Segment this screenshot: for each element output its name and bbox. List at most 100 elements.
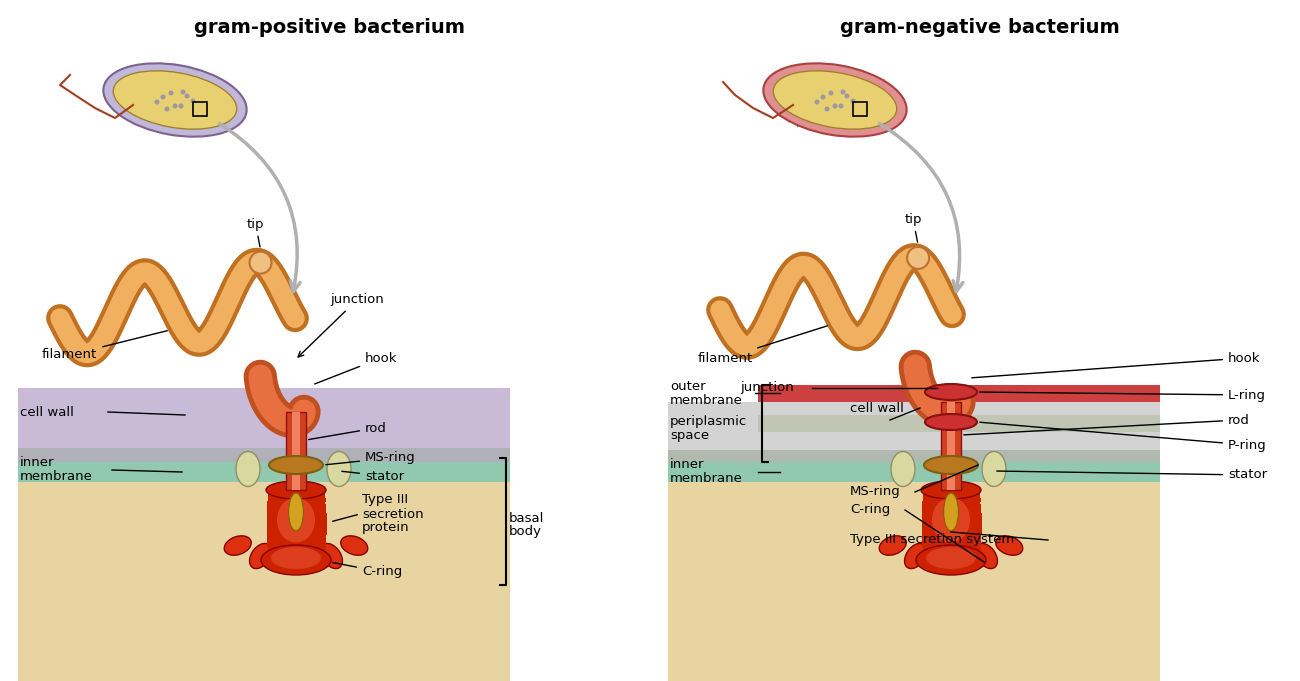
- Bar: [946, 402, 956, 490]
- Text: C-ring: C-ring: [850, 503, 891, 516]
- Text: C-ring: C-ring: [333, 563, 402, 578]
- Bar: [266, 513, 326, 517]
- Ellipse shape: [926, 384, 978, 400]
- Bar: [922, 516, 982, 520]
- Bar: [922, 531, 982, 535]
- Bar: [923, 552, 979, 556]
- Text: tip: tip: [247, 218, 264, 247]
- Bar: [266, 507, 326, 511]
- Bar: [268, 552, 325, 556]
- Circle shape: [160, 95, 165, 99]
- Bar: [292, 412, 300, 490]
- Bar: [758, 385, 1160, 402]
- Ellipse shape: [891, 452, 915, 486]
- Ellipse shape: [926, 547, 976, 569]
- Text: outer: outer: [670, 379, 706, 392]
- Bar: [266, 510, 326, 514]
- Text: basal: basal: [510, 511, 545, 524]
- Ellipse shape: [926, 414, 978, 430]
- Text: membrane: membrane: [670, 394, 742, 407]
- Ellipse shape: [321, 543, 342, 569]
- Bar: [266, 519, 328, 523]
- Bar: [922, 525, 982, 529]
- Bar: [922, 510, 982, 514]
- Text: L-ring: L-ring: [980, 388, 1266, 402]
- Bar: [941, 402, 961, 490]
- Text: membrane: membrane: [670, 473, 742, 486]
- Bar: [266, 522, 328, 526]
- Text: stator: stator: [997, 469, 1268, 481]
- Bar: [923, 492, 980, 496]
- Ellipse shape: [328, 452, 351, 486]
- Ellipse shape: [996, 536, 1023, 555]
- Circle shape: [191, 99, 195, 104]
- Bar: [266, 516, 326, 520]
- Ellipse shape: [277, 498, 315, 543]
- Text: hook: hook: [972, 351, 1261, 378]
- Text: Type III secretion system: Type III secretion system: [850, 533, 1014, 546]
- Bar: [266, 534, 326, 538]
- Bar: [266, 537, 326, 541]
- Bar: [922, 513, 982, 517]
- Text: hook: hook: [315, 351, 398, 384]
- Ellipse shape: [289, 493, 303, 531]
- FancyBboxPatch shape: [18, 388, 510, 448]
- Circle shape: [820, 95, 826, 99]
- Bar: [922, 537, 982, 541]
- Text: periplasmic: periplasmic: [670, 415, 747, 428]
- Bar: [266, 504, 326, 508]
- Circle shape: [907, 247, 930, 269]
- Circle shape: [845, 93, 849, 99]
- FancyArrowPatch shape: [220, 123, 300, 291]
- Bar: [668, 482, 1160, 681]
- Ellipse shape: [905, 543, 927, 569]
- Bar: [266, 525, 326, 529]
- Ellipse shape: [920, 481, 982, 499]
- Ellipse shape: [763, 63, 906, 137]
- Text: cell wall: cell wall: [20, 405, 74, 419]
- Bar: [922, 528, 982, 532]
- Bar: [853, 102, 867, 116]
- Bar: [268, 495, 325, 499]
- FancyArrowPatch shape: [879, 123, 963, 291]
- Bar: [268, 549, 325, 553]
- Ellipse shape: [916, 545, 985, 575]
- Bar: [286, 412, 306, 490]
- Circle shape: [173, 104, 178, 108]
- Bar: [922, 543, 980, 547]
- Ellipse shape: [270, 547, 321, 569]
- Bar: [923, 546, 980, 550]
- Bar: [758, 415, 1160, 432]
- Bar: [268, 489, 324, 493]
- Bar: [923, 549, 980, 553]
- Bar: [922, 540, 980, 544]
- Bar: [668, 402, 1160, 450]
- Text: cell wall: cell wall: [850, 402, 904, 415]
- Bar: [923, 489, 979, 493]
- Bar: [268, 498, 326, 502]
- Bar: [266, 528, 326, 532]
- Ellipse shape: [237, 452, 260, 486]
- Ellipse shape: [341, 536, 368, 555]
- Bar: [922, 519, 982, 523]
- Ellipse shape: [944, 493, 958, 531]
- Text: body: body: [510, 526, 542, 539]
- Circle shape: [185, 93, 190, 99]
- Circle shape: [155, 99, 160, 104]
- Circle shape: [828, 91, 833, 95]
- Ellipse shape: [250, 543, 272, 569]
- Circle shape: [832, 104, 837, 108]
- Text: rod: rod: [963, 413, 1249, 435]
- Text: gram-negative bacterium: gram-negative bacterium: [840, 18, 1119, 37]
- Text: tip: tip: [905, 213, 922, 242]
- Ellipse shape: [261, 545, 332, 575]
- Text: MS-ring: MS-ring: [850, 486, 901, 498]
- Circle shape: [165, 106, 169, 112]
- Text: filament: filament: [42, 331, 168, 362]
- Ellipse shape: [269, 456, 322, 474]
- Text: space: space: [670, 430, 708, 443]
- Circle shape: [824, 106, 829, 112]
- Text: MS-ring: MS-ring: [326, 452, 416, 464]
- Text: junction: junction: [298, 294, 383, 357]
- Text: rod: rod: [308, 422, 387, 439]
